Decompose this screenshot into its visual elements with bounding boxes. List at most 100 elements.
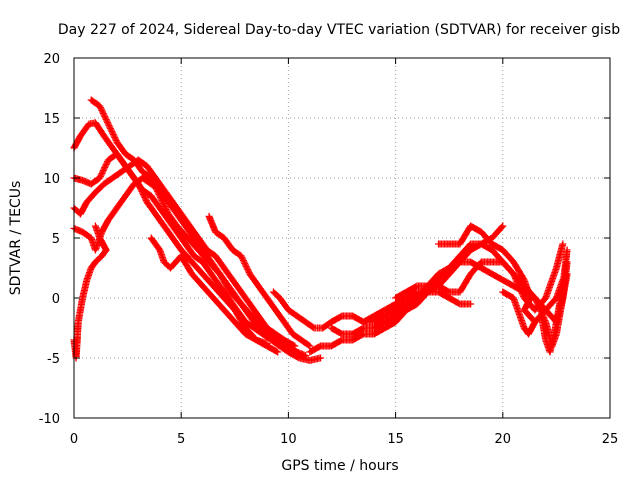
data-point-run	[91, 253, 105, 266]
series-trace-8	[205, 212, 314, 350]
data-point-run	[194, 234, 210, 253]
data-points-layer	[70, 96, 571, 364]
grid-layer	[74, 58, 610, 418]
data-point	[91, 222, 99, 230]
data-point-run	[209, 294, 227, 313]
data-point-run	[445, 294, 463, 307]
data-point-run	[250, 318, 265, 331]
series-trace-5	[70, 174, 310, 360]
data-point-run	[207, 258, 223, 277]
data-point-run	[284, 342, 300, 355]
data-point-run	[143, 162, 158, 181]
data-point-run	[203, 246, 218, 259]
data-point-run	[109, 169, 124, 182]
data-point-run	[520, 276, 534, 300]
data-point-run	[83, 190, 98, 206]
data-point-run	[220, 306, 238, 325]
data-point-run	[224, 282, 240, 301]
data-point-run	[289, 330, 304, 343]
data-point-run	[370, 325, 387, 338]
data-point-run	[190, 234, 206, 253]
data-point-run	[510, 294, 523, 318]
x-axis-title: GPS time / hours	[281, 458, 398, 474]
data-point-run	[381, 319, 398, 332]
data-point-run	[169, 198, 184, 217]
data-point-run	[139, 168, 154, 181]
data-point-run	[246, 270, 261, 289]
data-point-run	[499, 258, 516, 277]
data-point-run	[242, 330, 259, 343]
data-point-run	[546, 332, 558, 356]
data-point-run	[224, 294, 240, 313]
data-point-run	[327, 324, 345, 337]
data-point-run	[477, 240, 495, 253]
data-point-run	[173, 222, 191, 241]
data-point-run	[173, 210, 188, 229]
y-tick-label: 5	[52, 232, 60, 247]
data-point-run	[254, 282, 270, 301]
data-point-run	[231, 318, 248, 337]
data-point-run	[488, 223, 506, 242]
data-point-run	[117, 163, 132, 176]
x-tick-label: 25	[602, 432, 619, 447]
series-trace-7	[147, 234, 271, 348]
data-point-run	[370, 307, 387, 320]
data-point-run	[96, 158, 112, 182]
data-point-run	[160, 222, 176, 241]
data-point-run	[199, 258, 214, 277]
data-point-run	[79, 278, 90, 302]
data-point-run	[199, 270, 216, 289]
data-point-run	[87, 175, 102, 188]
data-point-run	[349, 331, 366, 344]
data-point-run	[113, 150, 128, 169]
data-point-run	[220, 234, 236, 253]
data-point-run	[456, 271, 474, 296]
data-point-run	[488, 270, 505, 283]
data-point-run	[319, 319, 334, 332]
data-point-run	[160, 186, 176, 205]
data-point-run	[164, 198, 180, 217]
data-point-run	[147, 192, 163, 211]
ticks-layer	[73, 57, 611, 419]
data-point-run	[402, 289, 420, 302]
data-point-run	[113, 138, 128, 157]
data-point-run	[134, 156, 150, 169]
data-point-run	[87, 96, 102, 109]
data-point-run	[559, 248, 571, 290]
y-tick-label: -5	[47, 352, 60, 367]
data-point-run	[233, 294, 249, 313]
data-point-run	[216, 270, 231, 289]
data-point-run	[96, 102, 112, 126]
data-point-run	[392, 307, 409, 320]
data-point-run	[184, 234, 201, 253]
data-point-run	[359, 313, 377, 326]
data-point-run	[381, 313, 398, 326]
data-point-run	[284, 306, 300, 319]
data-point-run	[272, 306, 287, 325]
data-point	[263, 340, 271, 348]
data-point-run	[306, 343, 323, 356]
data-point-run	[267, 336, 283, 349]
data-point-run	[327, 313, 345, 326]
data-point-run	[250, 324, 265, 337]
data-point-run	[164, 210, 180, 229]
data-point-run	[392, 301, 409, 314]
data-point-run	[100, 132, 116, 151]
x-tick-label: 10	[280, 432, 297, 447]
data-point-run	[233, 306, 249, 325]
x-tick-label: 15	[387, 432, 404, 447]
data-point-run	[280, 318, 296, 337]
data-point-run	[445, 253, 463, 272]
data-point-run	[302, 318, 317, 331]
data-point-run	[139, 174, 154, 187]
data-point	[317, 354, 325, 362]
data-point-run	[542, 266, 560, 302]
data-point-run	[199, 246, 214, 265]
data-point-run	[152, 174, 167, 193]
data-point-run	[293, 312, 308, 325]
data-point-run	[381, 301, 398, 314]
data-point-run	[79, 228, 94, 241]
data-point	[499, 222, 507, 230]
